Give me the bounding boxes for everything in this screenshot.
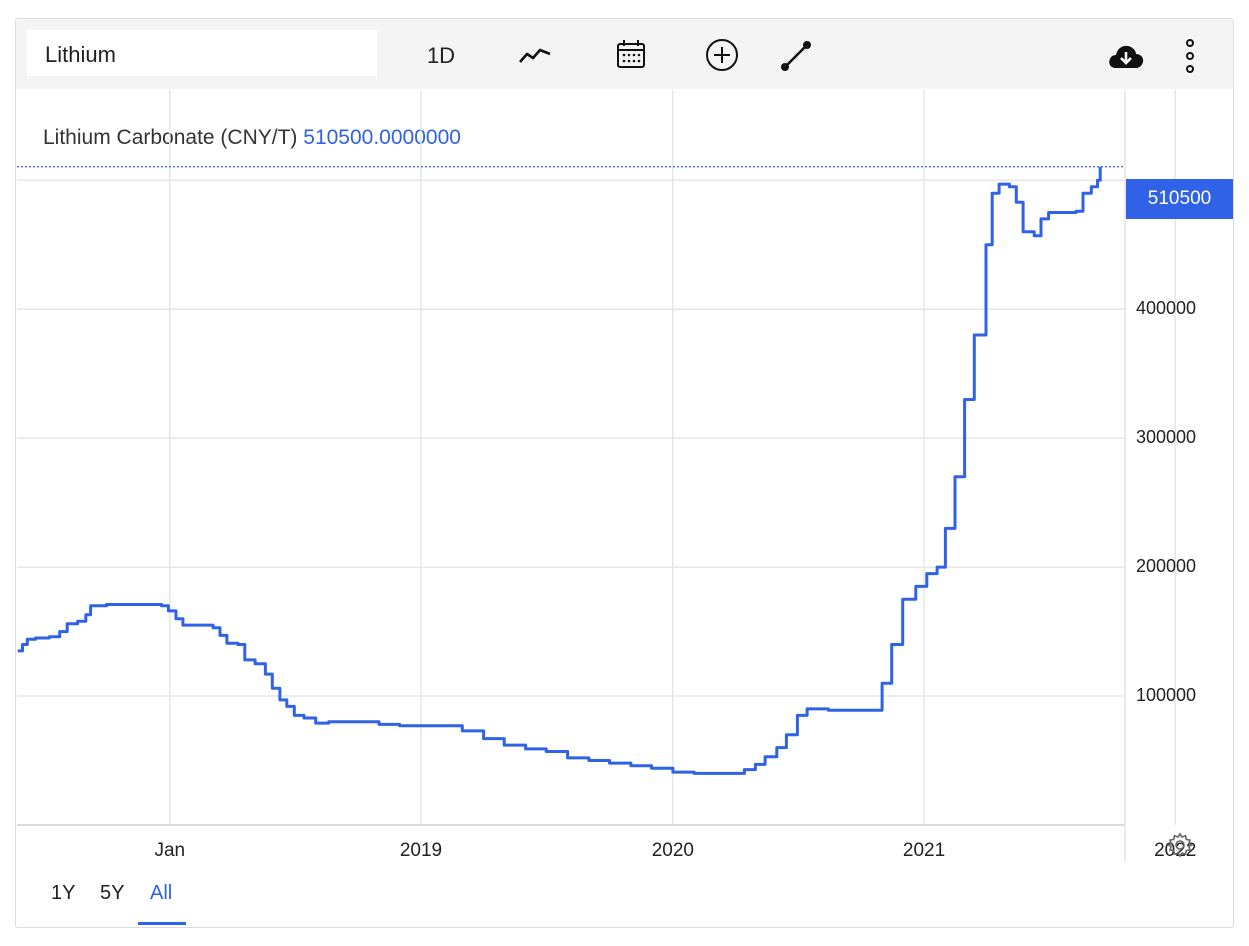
range-button-1y[interactable]: 1Y <box>51 882 76 904</box>
y-tick-label: 100000 <box>1136 685 1197 706</box>
range-button-5y[interactable]: 5Y <box>100 882 125 904</box>
search-input[interactable]: Lithium <box>27 30 377 76</box>
more-vertical-icon[interactable] <box>1178 36 1202 76</box>
x-tick-label: Jan <box>154 840 186 861</box>
x-tick-label: 2019 <box>399 840 443 861</box>
x-tick-label: 2021 <box>902 840 946 861</box>
y-tick-label: 400000 <box>1136 298 1197 319</box>
settings-gear-icon[interactable] <box>1165 830 1195 860</box>
series-line-lithium-carbonate <box>17 166 1102 775</box>
add-circle-icon[interactable] <box>703 37 741 73</box>
chart-widget <box>15 18 1234 928</box>
y-tick-label: 200000 <box>1136 556 1197 577</box>
last-price-badge: 510500 <box>1126 179 1233 219</box>
active-range-indicator <box>138 922 186 925</box>
calendar-icon[interactable] <box>612 36 650 72</box>
download-cloud-icon[interactable] <box>1105 38 1147 74</box>
range-button-all[interactable]: All <box>150 882 173 904</box>
y-tick-label: 300000 <box>1136 427 1197 448</box>
period-selector-button[interactable]: 1D <box>426 43 456 68</box>
draw-line-icon[interactable] <box>777 38 815 74</box>
x-tick-label: 2022 <box>1154 840 1197 861</box>
x-tick-label: 2020 <box>651 840 694 861</box>
line-chart-icon[interactable] <box>515 40 555 72</box>
